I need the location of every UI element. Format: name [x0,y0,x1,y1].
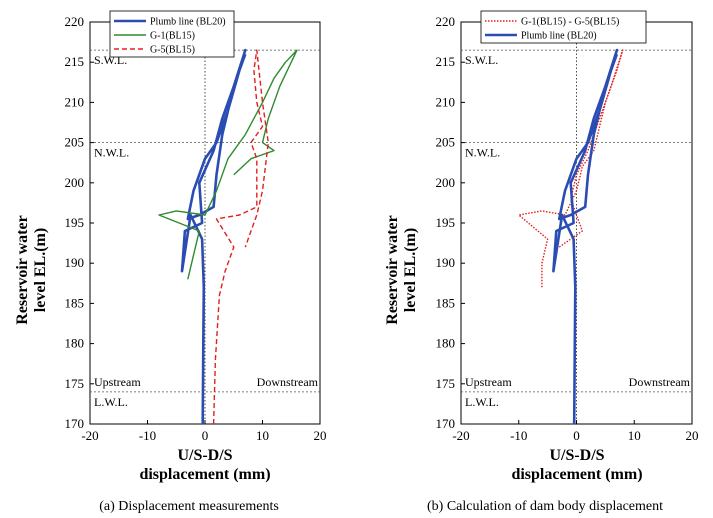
panel-a-y-tick-label: 180 [65,336,85,351]
panel-b-legend-label-1: Plumb line (BL20) [521,31,597,42]
panel-a-y-tick-label: 220 [65,14,85,29]
panel-b-y-tick-label: 175 [436,376,456,391]
panel-a-ylabel-line1: Reservoir water [14,215,31,324]
panel-b-xlabel-line1: U/S-D/S [549,447,604,464]
panel-a-y-tick-label: 185 [65,295,85,310]
panel-b-x-tick-label: 0 [573,428,580,443]
panel-a-x-tick-label: 10 [256,428,269,443]
panel-b-reference-label: N.W.L. [465,146,500,160]
panel-a-x-tick-label: -20 [81,428,98,443]
panel-a-caption: (a) Displacement measurements [99,499,279,514]
panel-a-upstream-label: Upstream [94,375,141,389]
panel-a-y-tick-label: 210 [65,94,85,109]
panel-b-series-line-1 [552,48,619,425]
panel-a-y-tick-label: 200 [65,175,85,190]
panel-a-series-line-2 [212,49,269,425]
panel-b-y-tick-label: 180 [436,336,456,351]
panel-b-reference-label: S.W.L. [465,53,498,67]
panel-a-ylabel-line2: level EL.(m) [32,228,49,312]
panel-b-upstream-label: Upstream [465,375,512,389]
panel-a-series-line-1 [158,49,298,280]
panel-b-x-tick-label: -10 [510,428,527,443]
panel-a-x-tick-label: 0 [202,428,209,443]
panel-a-x-tick-label: -10 [139,428,156,443]
panel-b-y-tick-label: 215 [436,54,456,69]
panel-b-ylabel-line1: Reservoir water [384,215,401,324]
panel-b-y-tick-label: 190 [436,255,456,270]
panel-b-y-tick-label: 205 [436,135,456,150]
panel-a-legend-label-1: G-1(BL15) [150,31,195,42]
panel-a-xlabel-line1: U/S-D/S [177,447,232,464]
panel-a-xlabel-line2: displacement (mm) [139,466,270,483]
panel-a-series-line-0 [180,48,247,425]
panel-b-downstream-label: Downstream [629,375,691,389]
panel-a-x-tick-label: 20 [314,428,327,443]
panel-b-y-tick-label: 220 [436,14,456,29]
panel-b-legend-label-0: G-1(BL15) - G-5(BL15) [521,17,619,28]
panel-b-legend-box [480,10,647,44]
panel-a-reference-label: L.W.L. [94,395,128,409]
panel-a-reference-label: N.W.L. [94,146,129,160]
panel-a-legend-label-0: Plumb line (BL20) [150,17,226,28]
panel-b-reference-label: L.W.L. [465,395,499,409]
panel-a-downstream-label: Downstream [257,375,319,389]
panel-b-y-tick-label: 195 [436,215,456,230]
panel-a-y-tick-label: 195 [65,215,85,230]
panel-b: Reservoir water level EL.(m) U/S-D/S dis… [384,10,699,514]
panel-b-y-tick-label: 210 [436,94,456,109]
panel-a-legend-label-2: G-5(BL15) [150,45,195,56]
panel-a-y-tick-label: 205 [65,135,85,150]
panel-b-ylabel-line2: level EL.(m) [402,228,419,312]
panel-b-caption: (b) Calculation of dam body displacement [427,499,663,514]
panel-a: Reservoir water level EL.(m) U/S-D/S dis… [14,10,327,514]
panel-b-y-tick-label: 185 [436,295,456,310]
panel-a-y-tick-label: 215 [65,54,85,69]
panel-b-x-tick-label: -20 [452,428,469,443]
panel-b-xlabel-line2: displacement (mm) [511,466,642,483]
panel-b-series-line-0 [518,49,624,288]
panel-a-y-tick-label: 170 [65,416,85,431]
panel-a-y-tick-label: 175 [65,376,85,391]
panel-a-y-tick-label: 190 [65,255,85,270]
panel-b-x-tick-label: 20 [686,428,699,443]
panel-b-y-tick-label: 200 [436,175,456,190]
panel-b-y-tick-label: 170 [436,416,456,431]
panel-b-x-tick-label: 10 [628,428,641,443]
